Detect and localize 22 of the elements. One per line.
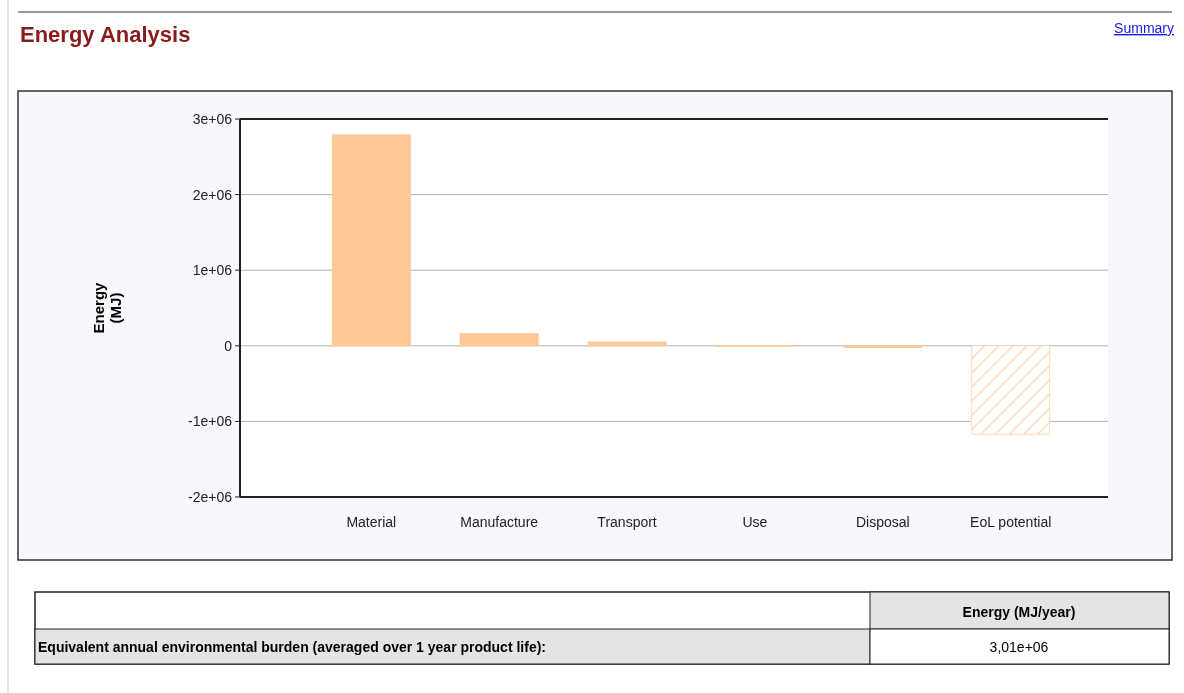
x-tick-label: Use xyxy=(742,514,768,530)
y-tick-label: -2e+06 xyxy=(188,489,233,505)
text: Summary xyxy=(1114,20,1174,36)
bar xyxy=(331,134,411,347)
text: 3,01e+06 xyxy=(989,639,1049,655)
y-tick-label: 0 xyxy=(224,337,233,354)
x-tick-label: EoL potential xyxy=(970,514,1052,530)
y-tick-label: 1e+06 xyxy=(192,262,233,279)
y-axis-title: Energy (MJ) xyxy=(90,281,124,334)
chart-title: Energy Analysis xyxy=(20,22,191,47)
text: Energy (MJ/year) xyxy=(962,604,1076,620)
x-tick-label: Manufacture xyxy=(460,514,539,530)
x-tick-label: Disposal xyxy=(855,514,910,530)
bar xyxy=(971,345,1051,435)
y-tick-label: 3e+06 xyxy=(192,111,233,127)
y-tick-label: -1e+06 xyxy=(188,413,233,430)
y-tick-label: 2e+06 xyxy=(192,186,233,203)
text: Equivalent annual environmental burden (averaged over 1 year product life): xyxy=(38,639,547,655)
x-tick-label: Transport xyxy=(597,514,657,530)
x-tick-label: Material xyxy=(346,514,397,530)
bar xyxy=(459,333,539,347)
bar xyxy=(587,341,667,347)
